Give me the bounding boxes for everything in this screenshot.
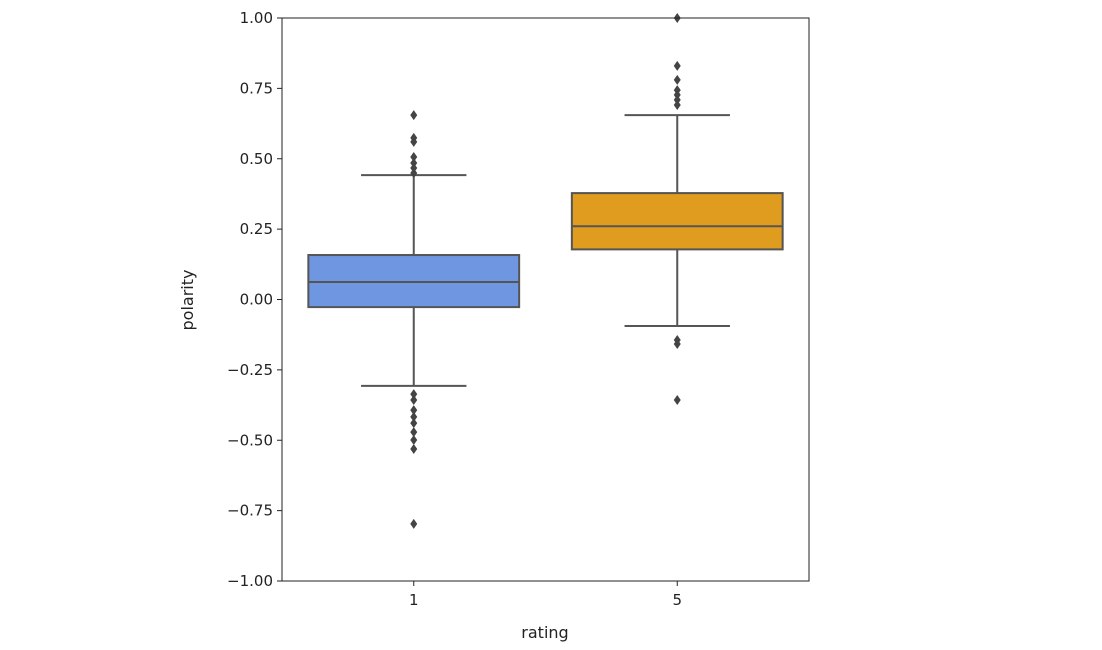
y-tick-label: 1.00	[240, 9, 273, 27]
y-tick-label: 0.00	[240, 291, 273, 309]
x-axis-label: rating	[521, 623, 568, 642]
y-tick-label: −0.50	[227, 431, 273, 449]
outlier-point	[410, 427, 418, 438]
outlier-point	[673, 89, 681, 100]
y-tick-label: 0.25	[240, 220, 273, 238]
y-tick-label: −1.00	[227, 572, 273, 590]
outlier-point	[410, 518, 418, 529]
outlier-point	[410, 394, 418, 405]
outlier-point	[410, 405, 418, 416]
outlier-point	[410, 411, 418, 422]
y-axis-label: polarity	[178, 270, 197, 331]
y-tick-label: −0.75	[227, 502, 273, 520]
outlier-point	[673, 60, 681, 71]
outlier-point	[673, 94, 681, 105]
outlier-point	[673, 99, 681, 110]
outlier-point	[410, 443, 418, 454]
outlier-point	[410, 152, 418, 163]
y-tick-label: 0.50	[240, 150, 273, 168]
outlier-point	[673, 394, 681, 405]
outlier-point	[410, 163, 418, 174]
y-tick-label: 0.75	[240, 79, 273, 97]
outlier-point	[410, 389, 418, 400]
outlier-point	[410, 434, 418, 445]
outlier-point	[410, 168, 418, 179]
box-5	[570, 192, 784, 251]
x-tick-label: 5	[672, 591, 682, 609]
outlier-point	[410, 418, 418, 429]
outlier-point	[410, 136, 418, 147]
outlier-point	[673, 74, 681, 85]
x-tick-label: 1	[409, 591, 419, 609]
outlier-point	[410, 157, 418, 168]
outlier-point	[673, 338, 681, 349]
outlier-point	[410, 110, 418, 121]
y-tick-label: −0.25	[227, 361, 273, 379]
